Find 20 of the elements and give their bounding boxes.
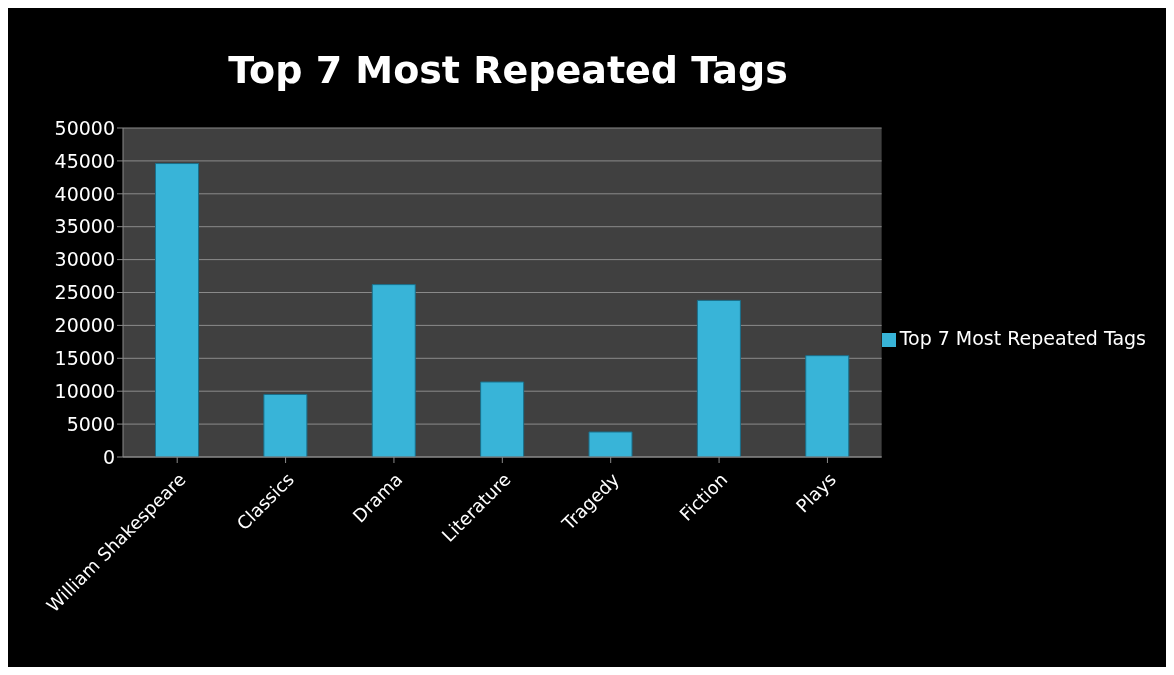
bar [805, 355, 850, 457]
bar [588, 431, 633, 457]
legend-label: Top 7 Most Repeated Tags [899, 326, 1146, 349]
bar [480, 381, 525, 457]
y-tick-label: 35000 [54, 215, 115, 238]
y-tick-label: 25000 [54, 281, 115, 304]
bar [263, 393, 308, 457]
y-tick-label: 5000 [66, 412, 115, 435]
y-tick-label: 40000 [54, 182, 115, 205]
y-tick-label: 20000 [54, 314, 115, 337]
y-tick-label: 45000 [54, 149, 115, 172]
y-tick-label: 0 [102, 445, 115, 468]
y-tick-label: 50000 [54, 116, 115, 139]
y-tick-label: 30000 [54, 248, 115, 271]
bar [696, 299, 741, 457]
bar [155, 163, 200, 457]
y-tick-label: 15000 [54, 347, 115, 370]
y-tick-label: 10000 [54, 379, 115, 402]
bar [371, 284, 416, 457]
chart-title: Top 7 Most Repeated Tags [227, 48, 789, 92]
